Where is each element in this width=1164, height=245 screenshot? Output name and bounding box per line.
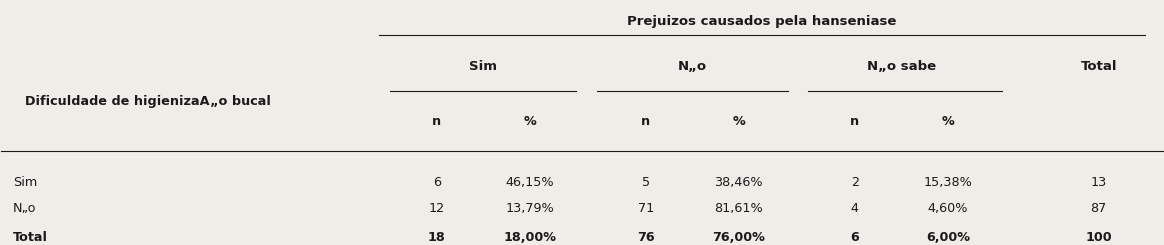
Text: Prejuizos causados pela hanseniase: Prejuizos causados pela hanseniase [627,15,896,28]
Text: 13,79%: 13,79% [505,202,554,215]
Text: Sim: Sim [469,60,497,73]
Text: 4,60%: 4,60% [928,202,968,215]
Text: 38,46%: 38,46% [715,176,764,189]
Text: 76: 76 [637,231,654,244]
Text: 15,38%: 15,38% [923,176,972,189]
Text: 12: 12 [428,202,445,215]
Text: 18: 18 [428,231,446,244]
Text: 18,00%: 18,00% [503,231,556,244]
Text: 2: 2 [851,176,859,189]
Text: Total: Total [1080,60,1117,73]
Text: N„o: N„o [13,202,36,215]
Text: n: n [851,115,859,128]
Text: 76,00%: 76,00% [712,231,765,244]
Text: N„o: N„o [677,60,707,73]
Text: 6: 6 [851,231,859,244]
Text: 6: 6 [433,176,441,189]
Text: Total: Total [13,231,48,244]
Text: n: n [641,115,651,128]
Text: %: % [942,115,954,128]
Text: n: n [432,115,441,128]
Text: 5: 5 [641,176,650,189]
Text: %: % [524,115,537,128]
Text: Dificuldade de higienizaA„o bucal: Dificuldade de higienizaA„o bucal [24,96,270,109]
Text: 81,61%: 81,61% [715,202,764,215]
Text: Sim: Sim [13,176,37,189]
Text: 4: 4 [851,202,859,215]
Text: 100: 100 [1086,231,1112,244]
Text: 13: 13 [1091,176,1107,189]
Text: %: % [732,115,745,128]
Text: 71: 71 [638,202,654,215]
Text: 6,00%: 6,00% [925,231,970,244]
Text: N„o sabe: N„o sabe [867,60,936,73]
Text: 46,15%: 46,15% [505,176,554,189]
Text: 87: 87 [1091,202,1107,215]
